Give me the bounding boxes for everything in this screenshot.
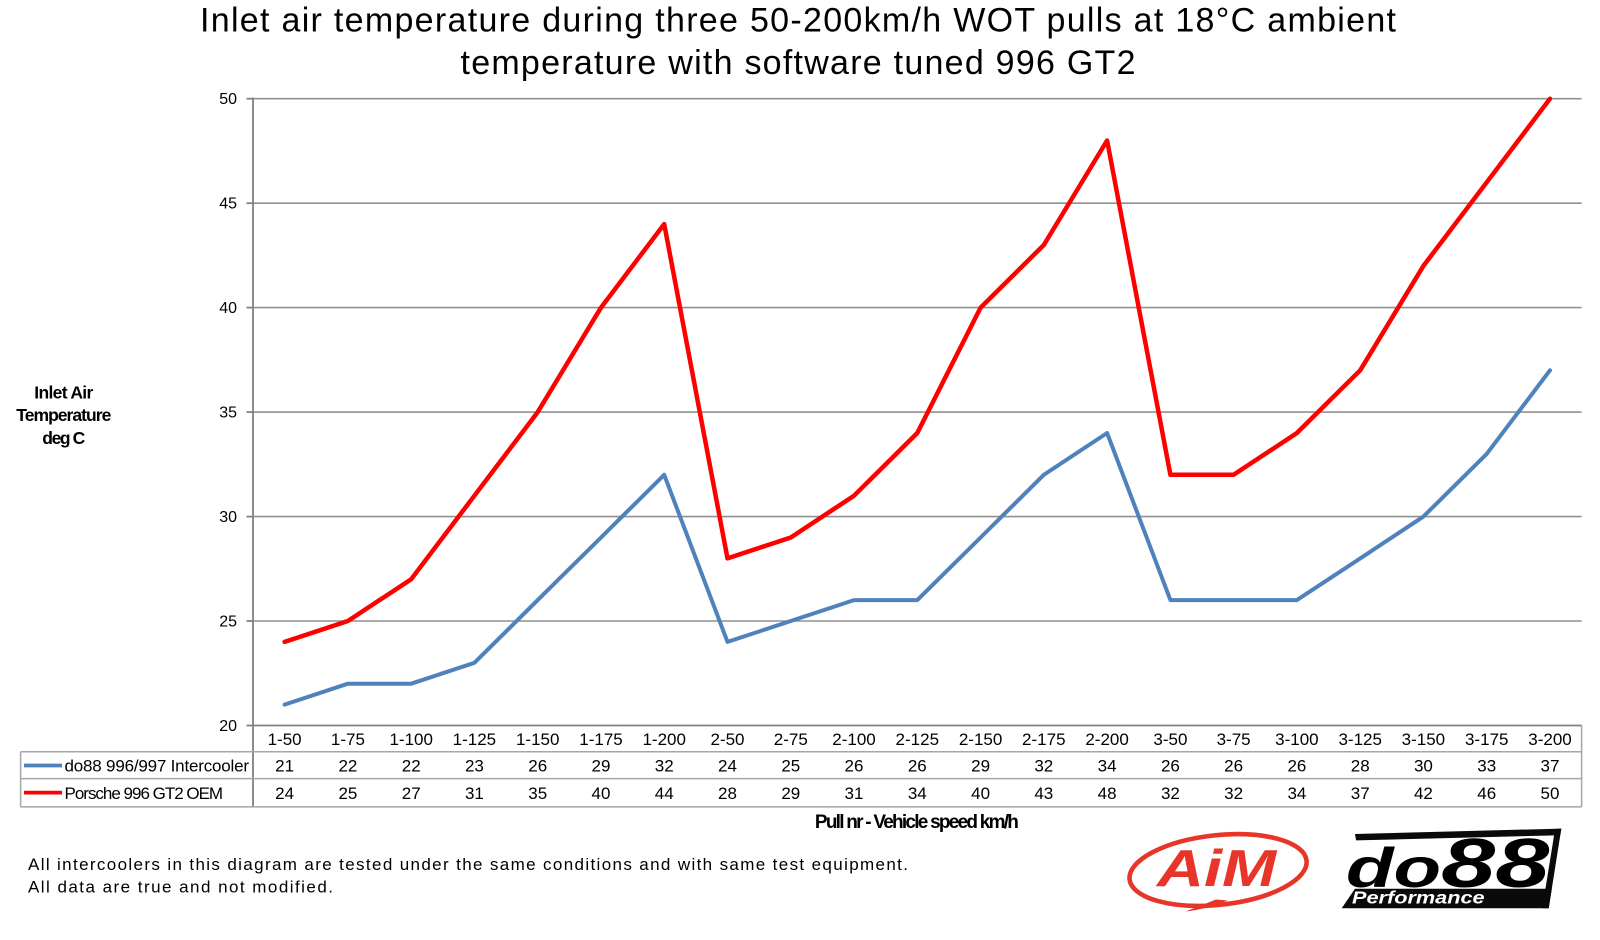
- svg-text:2-150: 2-150: [959, 730, 1002, 749]
- svg-text:All data are true and not modi: All data are true and not modified.: [28, 877, 333, 896]
- svg-text:30: 30: [1414, 757, 1433, 776]
- svg-text:1-200: 1-200: [642, 730, 685, 749]
- svg-text:33: 33: [1477, 757, 1496, 776]
- svg-text:50: 50: [219, 91, 237, 108]
- svg-text:31: 31: [465, 784, 484, 803]
- svg-text:26: 26: [845, 757, 864, 776]
- svg-text:2-200: 2-200: [1085, 730, 1128, 749]
- svg-text:29: 29: [971, 757, 990, 776]
- svg-text:32: 32: [655, 757, 674, 776]
- svg-text:20: 20: [219, 718, 237, 735]
- svg-text:28: 28: [718, 784, 737, 803]
- svg-text:All intercoolers in this diagr: All intercoolers in this diagram are tes…: [28, 855, 908, 874]
- svg-text:40: 40: [592, 784, 611, 803]
- svg-text:35: 35: [219, 405, 237, 422]
- svg-text:3-150: 3-150: [1402, 730, 1445, 749]
- svg-text:21: 21: [275, 757, 294, 776]
- svg-text:1-125: 1-125: [453, 730, 496, 749]
- svg-text:1-75: 1-75: [331, 730, 365, 749]
- svg-text:Pull nr - Vehicle speed km/h: Pull nr - Vehicle speed km/h: [815, 812, 1019, 833]
- svg-text:31: 31: [845, 784, 864, 803]
- svg-text:Inlet air temperature during t: Inlet air temperature during three 50-20…: [200, 2, 1397, 40]
- svg-text:AiM: AiM: [1155, 840, 1279, 897]
- svg-text:26: 26: [1287, 757, 1306, 776]
- svg-text:temperature with software tune: temperature with software tuned 996 GT2: [461, 44, 1136, 82]
- svg-text:42: 42: [1414, 784, 1433, 803]
- svg-text:3-50: 3-50: [1153, 730, 1187, 749]
- svg-text:27: 27: [402, 784, 421, 803]
- svg-text:37: 37: [1351, 784, 1370, 803]
- svg-text:50: 50: [1541, 784, 1560, 803]
- svg-text:25: 25: [219, 614, 237, 631]
- svg-text:32: 32: [1224, 784, 1243, 803]
- svg-text:35: 35: [528, 784, 547, 803]
- svg-text:34: 34: [1287, 784, 1306, 803]
- svg-text:26: 26: [1224, 757, 1243, 776]
- svg-text:37: 37: [1541, 757, 1560, 776]
- svg-text:1-50: 1-50: [268, 730, 302, 749]
- svg-text:Inlet Air: Inlet Air: [34, 382, 93, 402]
- svg-text:22: 22: [338, 757, 357, 776]
- svg-text:34: 34: [908, 784, 927, 803]
- svg-text:do88 996/997 Intercooler: do88 996/997 Intercooler: [65, 757, 250, 776]
- svg-text:Porsche 996 GT2 OEM: Porsche 996 GT2 OEM: [65, 784, 224, 803]
- svg-text:do88: do88: [1346, 823, 1550, 901]
- svg-text:46: 46: [1477, 784, 1496, 803]
- svg-text:3-200: 3-200: [1528, 730, 1571, 749]
- svg-text:30: 30: [219, 509, 237, 526]
- svg-text:3-75: 3-75: [1217, 730, 1251, 749]
- svg-text:24: 24: [275, 784, 294, 803]
- svg-text:48: 48: [1098, 784, 1117, 803]
- svg-text:40: 40: [971, 784, 990, 803]
- svg-text:32: 32: [1034, 757, 1053, 776]
- svg-text:2-75: 2-75: [774, 730, 808, 749]
- svg-text:1-100: 1-100: [389, 730, 432, 749]
- svg-text:24: 24: [718, 757, 737, 776]
- svg-text:22: 22: [402, 757, 421, 776]
- svg-text:26: 26: [528, 757, 547, 776]
- svg-text:2-50: 2-50: [710, 730, 744, 749]
- svg-text:3-125: 3-125: [1338, 730, 1381, 749]
- svg-text:29: 29: [781, 784, 800, 803]
- svg-text:28: 28: [1351, 757, 1370, 776]
- svg-text:23: 23: [465, 757, 484, 776]
- svg-text:44: 44: [655, 784, 674, 803]
- svg-text:25: 25: [781, 757, 800, 776]
- svg-text:26: 26: [908, 757, 927, 776]
- svg-text:40: 40: [219, 300, 237, 317]
- svg-text:deg C: deg C: [42, 428, 85, 448]
- svg-text:2-175: 2-175: [1022, 730, 1065, 749]
- svg-text:43: 43: [1034, 784, 1053, 803]
- svg-text:26: 26: [1161, 757, 1180, 776]
- svg-text:2-100: 2-100: [832, 730, 875, 749]
- svg-text:29: 29: [592, 757, 611, 776]
- svg-text:3-175: 3-175: [1465, 730, 1508, 749]
- svg-text:1-175: 1-175: [579, 730, 622, 749]
- svg-text:34: 34: [1098, 757, 1117, 776]
- svg-text:3-100: 3-100: [1275, 730, 1318, 749]
- svg-text:Temperature: Temperature: [16, 405, 111, 425]
- svg-text:32: 32: [1161, 784, 1180, 803]
- svg-text:45: 45: [219, 196, 237, 213]
- svg-text:25: 25: [338, 784, 357, 803]
- svg-text:2-125: 2-125: [896, 730, 939, 749]
- svg-text:1-150: 1-150: [516, 730, 559, 749]
- svg-text:Performance: Performance: [1352, 888, 1485, 908]
